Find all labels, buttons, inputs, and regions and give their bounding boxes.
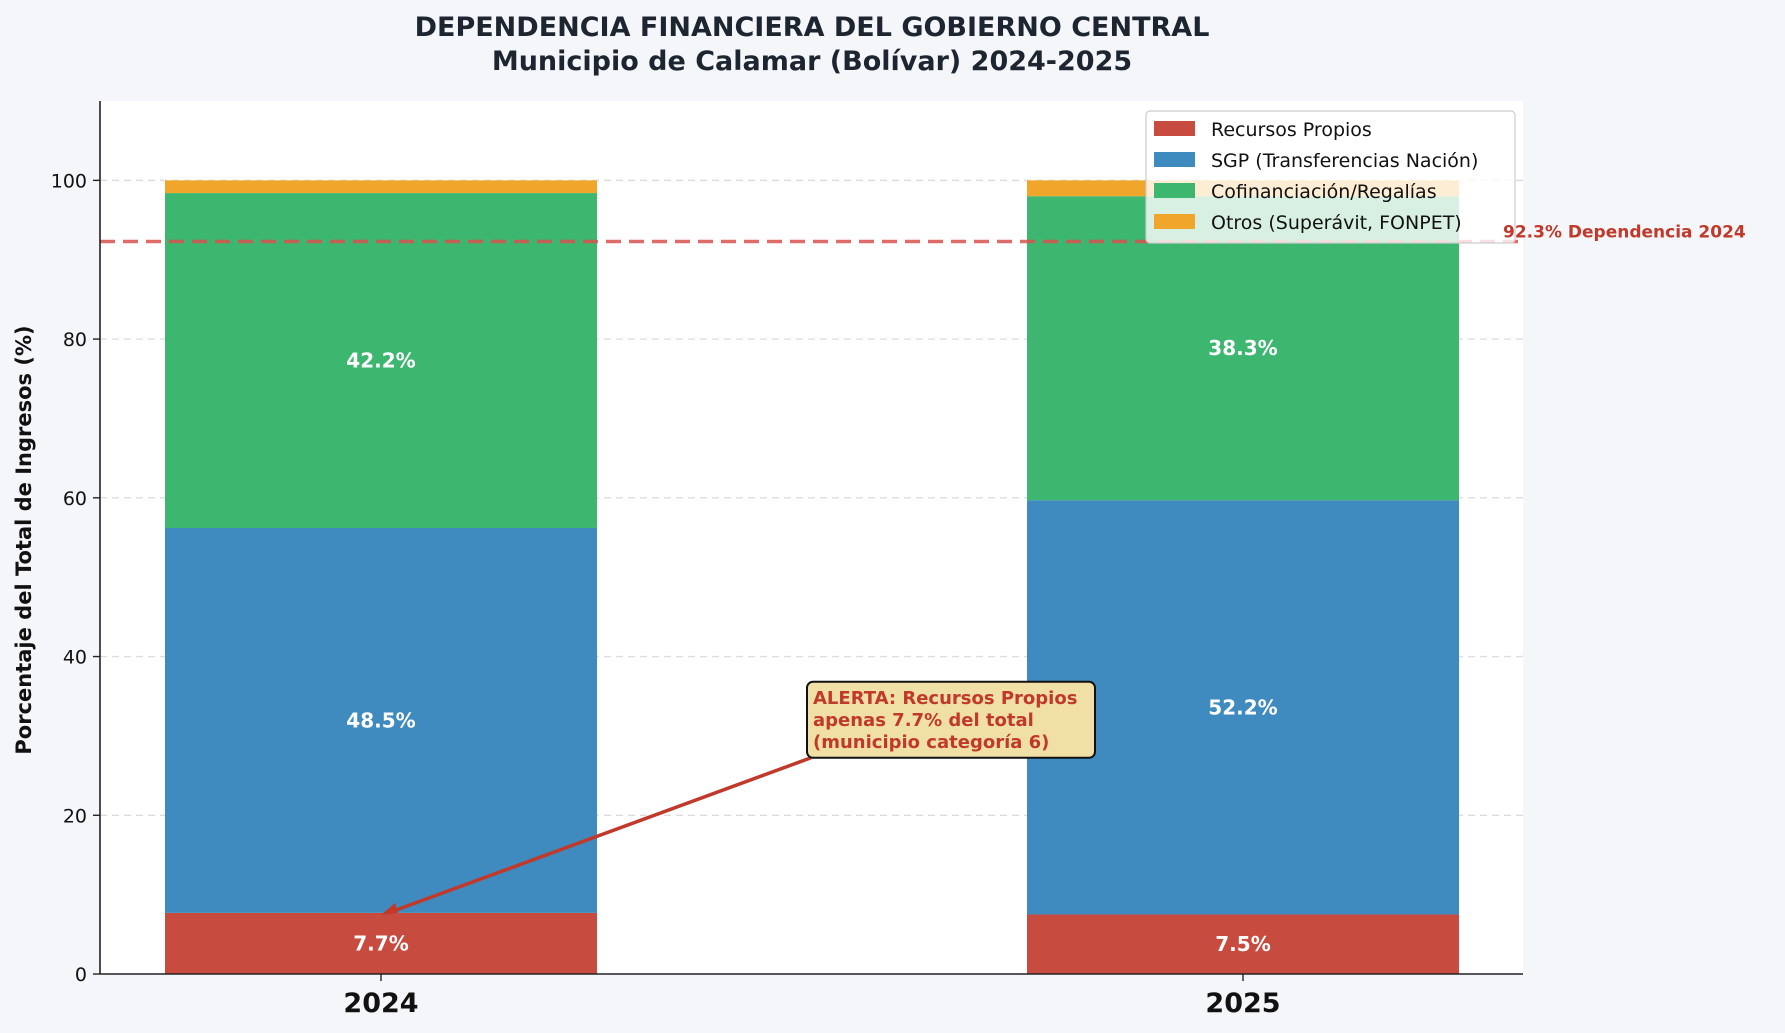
- bar-value-label: 42.2%: [346, 349, 415, 373]
- plot-area: 0 20 40 60 80 100 7.7% 48.5% 42.2% 2024 7.5% 52.2% 3…: [51, 101, 1746, 1019]
- legend: Recursos Propios SGP (Transferencias Naci…: [1145, 110, 1516, 244]
- x-tick-label: 2025: [1205, 988, 1280, 1019]
- bar-segment: [1027, 914, 1459, 974]
- bar-value-label: 48.5%: [346, 708, 415, 732]
- legend-label: SGP (Transferencias Nación): [1211, 150, 1478, 172]
- annotation-text-line: apenas 7.7% del total: [813, 710, 1034, 731]
- y-axis-label: Porcentaje del Total de Ingresos (%): [12, 325, 36, 754]
- bar-value-label: 52.2%: [1208, 695, 1277, 719]
- bar-value-label: 7.5%: [1215, 932, 1270, 956]
- y-tick-label: 40: [63, 647, 87, 669]
- y-tick-label: 80: [63, 329, 87, 351]
- y-tick-label: 60: [63, 488, 87, 510]
- legend-frame: [1145, 110, 1516, 244]
- annotation-box: [806, 680, 1096, 759]
- annotation-arrowhead: [381, 902, 398, 915]
- legend-swatch: [1154, 121, 1195, 136]
- bar-value-label: 38.3%: [1208, 336, 1277, 360]
- legend-label: Recursos Propios: [1211, 119, 1372, 141]
- reference-line-label: 92.3% Dependencia 2024: [1503, 222, 1746, 242]
- y-tick-label: 0: [75, 964, 87, 986]
- chart-subtitle: Municipio de Calamar (Bolívar) 2024-2025: [492, 46, 1132, 77]
- legend-swatch: [1154, 214, 1195, 229]
- y-tick-label: 20: [63, 805, 87, 827]
- legend-swatch: [1154, 183, 1195, 198]
- annotation-text-line: ALERTA: Recursos Propios: [813, 688, 1077, 709]
- x-tick-label: 2024: [343, 988, 418, 1019]
- annotation-arrow: [390, 756, 812, 914]
- bar-segment: [1027, 196, 1459, 501]
- annotation-text-line: (municipio categoría 6): [813, 732, 1049, 753]
- legend-label: Otros (Superávit, FONPET): [1211, 212, 1462, 234]
- y-tick-label: 100: [51, 170, 87, 192]
- bar-segment: [165, 912, 597, 974]
- bar-segment: [165, 193, 597, 528]
- bar-segment: [165, 180, 597, 194]
- legend-swatch: [1154, 152, 1195, 167]
- bar-segment: [1027, 500, 1459, 915]
- bar-value-label: 7.7%: [353, 931, 408, 955]
- legend-label: Cofinanciación/Regalías: [1211, 181, 1437, 203]
- bar-segment: [165, 527, 597, 913]
- chart-title: DEPENDENCIA FINANCIERA DEL GOBIERNO CENT…: [415, 12, 1210, 43]
